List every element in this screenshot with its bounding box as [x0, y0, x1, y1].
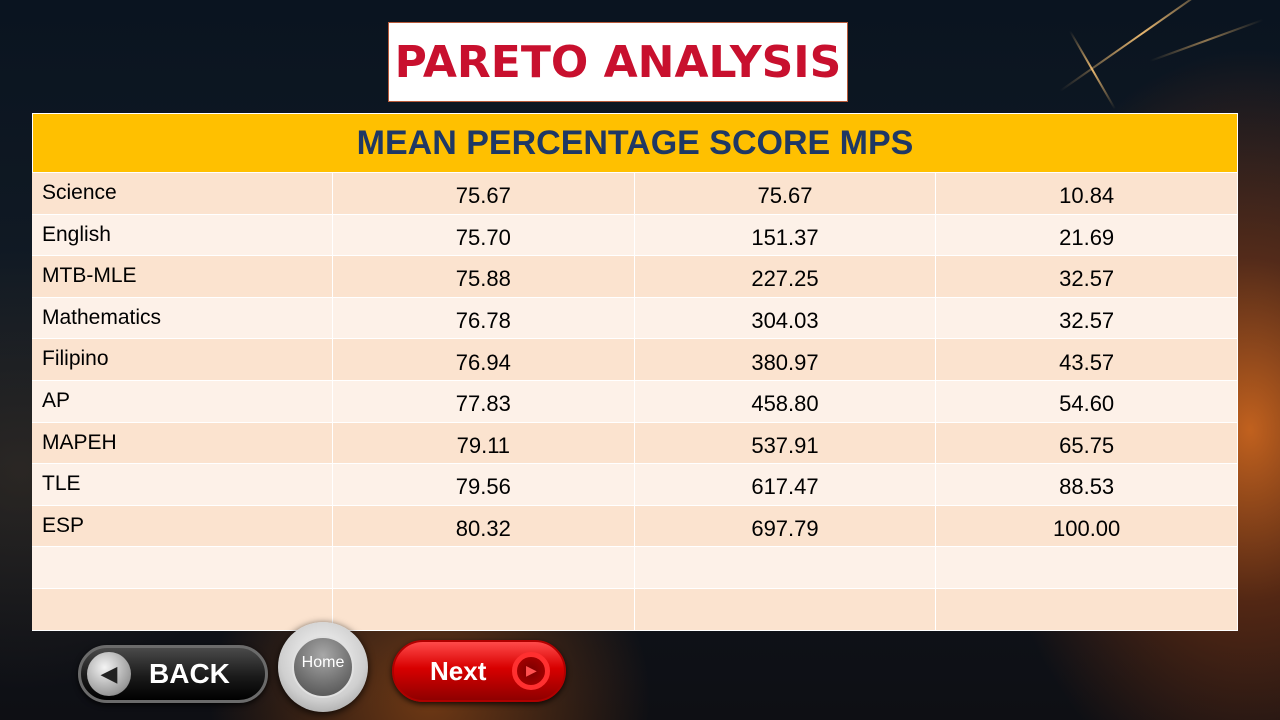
subject-cell: Filipino [32, 339, 333, 381]
page-title-box: PARETO ANALYSIS [388, 22, 848, 102]
subject-cell: MAPEH [32, 422, 333, 465]
back-button[interactable]: ◀ BACK [78, 645, 268, 703]
subject-cell: English [32, 214, 333, 257]
table-row: AP 77.83 458.80 54.60 [32, 380, 1238, 423]
cumulative-cell [634, 588, 937, 631]
cumulative-cell: 697.79 [634, 505, 937, 548]
mps-cell: 79.11 [333, 422, 635, 465]
home-button-face: Home [292, 636, 354, 698]
circle-icon: ▶ [512, 652, 551, 690]
next-button-label: Next [430, 655, 487, 686]
table-row: MTB-MLE 75.88 227.25 32.57 [32, 256, 1238, 298]
table-header: MEAN PERCENTAGE SCORE MPS [32, 113, 1238, 173]
cumulative-cell [634, 547, 937, 589]
table-row: Mathematics 76.78 304.03 32.57 [32, 297, 1238, 340]
subject-cell: TLE [32, 464, 333, 506]
mps-cell: 76.94 [333, 339, 635, 381]
percent-cell [936, 588, 1238, 631]
percent-cell: 100.00 [936, 505, 1238, 548]
mps-cell: 79.56 [333, 464, 635, 506]
percent-cell: 32.57 [936, 297, 1238, 340]
percent-cell: 10.84 [936, 173, 1238, 215]
light-streak-decoration [1149, 19, 1264, 62]
table-body: Science 75.67 75.67 10.84 English 75.70 … [32, 173, 1238, 631]
table-row: MAPEH 79.11 537.91 65.75 [32, 422, 1238, 465]
percent-cell: 65.75 [936, 422, 1238, 465]
home-button[interactable]: Home [278, 622, 368, 712]
subject-cell: MTB-MLE [32, 256, 333, 298]
table-row: Filipino 76.94 380.97 43.57 [32, 339, 1238, 381]
subject-cell: Science [32, 173, 333, 215]
mps-cell: 76.78 [333, 297, 635, 340]
percent-cell: 54.60 [936, 380, 1238, 423]
cumulative-cell: 75.67 [634, 173, 937, 215]
subject-cell: Mathematics [32, 297, 333, 340]
table-row [32, 588, 1238, 631]
subject-cell: AP [32, 380, 333, 423]
cumulative-cell: 458.80 [634, 380, 937, 423]
mps-table: MEAN PERCENTAGE SCORE MPS Science 75.67 … [32, 113, 1238, 631]
next-button[interactable]: Next ▶ [392, 640, 566, 702]
cumulative-cell: 227.25 [634, 256, 937, 298]
mps-cell: 77.83 [333, 380, 635, 423]
cumulative-cell: 304.03 [634, 297, 937, 340]
percent-cell: 43.57 [936, 339, 1238, 381]
mps-cell [333, 588, 635, 631]
page-title: PARETO ANALYSIS [394, 36, 842, 88]
cumulative-cell: 537.91 [634, 422, 937, 465]
subject-cell: ESP [32, 505, 333, 548]
percent-cell: 21.69 [936, 214, 1238, 257]
cumulative-cell: 617.47 [634, 464, 937, 506]
mps-cell: 75.67 [333, 173, 635, 215]
light-streak-decoration [1059, 0, 1225, 92]
mps-cell [333, 547, 635, 589]
subject-cell [32, 588, 333, 631]
mps-cell: 75.70 [333, 214, 635, 257]
table-row: ESP 80.32 697.79 100.00 [32, 505, 1238, 548]
back-button-label: BACK [149, 658, 230, 689]
cumulative-cell: 380.97 [634, 339, 937, 381]
light-streak-decoration [1069, 30, 1116, 110]
percent-cell: 32.57 [936, 256, 1238, 298]
table-row: Science 75.67 75.67 10.84 [32, 173, 1238, 215]
table-row [32, 547, 1238, 589]
arrow-left-icon: ◀ [87, 652, 131, 696]
mps-cell: 80.32 [333, 505, 635, 548]
percent-cell: 88.53 [936, 464, 1238, 506]
cumulative-cell: 151.37 [634, 214, 937, 257]
table-row: English 75.70 151.37 21.69 [32, 214, 1238, 257]
table-row: TLE 79.56 617.47 88.53 [32, 464, 1238, 506]
table-header-label: MEAN PERCENTAGE SCORE MPS [356, 123, 914, 162]
subject-cell [32, 547, 333, 589]
mps-cell: 75.88 [333, 256, 635, 298]
percent-cell [936, 547, 1238, 589]
home-button-label: Home [301, 654, 345, 671]
